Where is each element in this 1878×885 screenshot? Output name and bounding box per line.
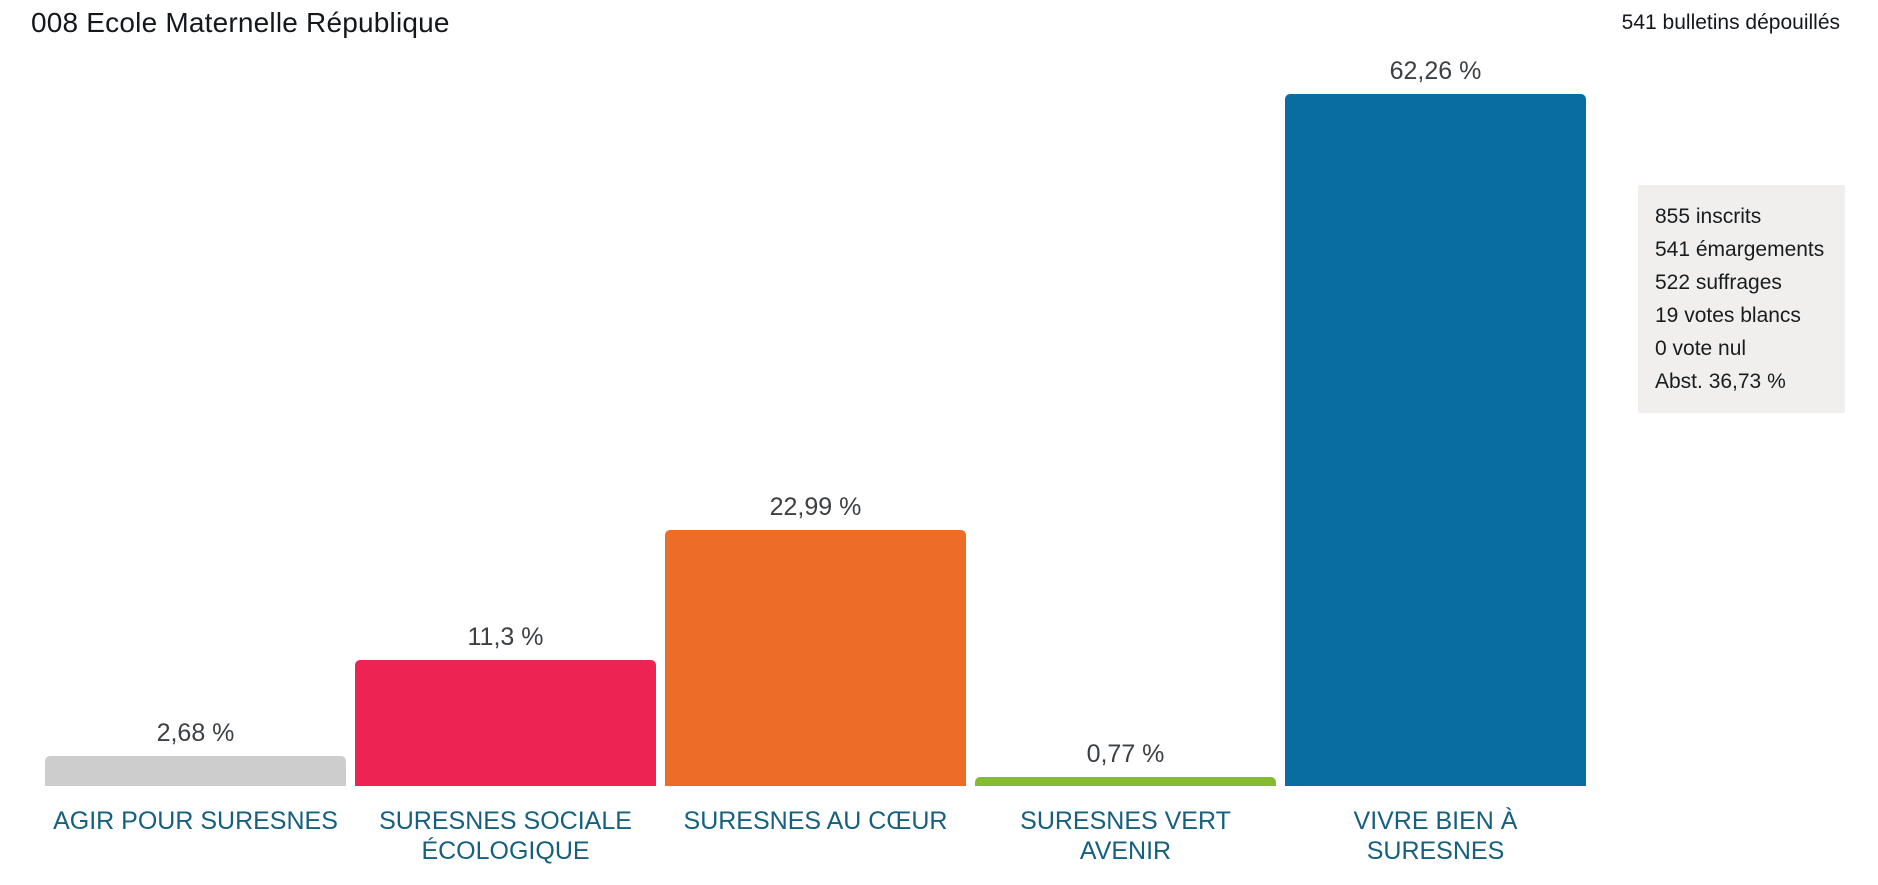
bar-value-label: 22,99 % <box>769 493 862 521</box>
stats-line: 0 vote nul <box>1655 337 1747 360</box>
bar-group: 0,77 % SURESNES VERT AVENIR <box>975 0 1276 885</box>
bar-value-label: 62,26 % <box>1389 57 1482 85</box>
stats-line: 522 suffrages <box>1655 271 1782 294</box>
bar-category-label: SURESNES AU CŒUR <box>683 807 948 835</box>
bar-category-label: SURESNES SOCIALE ÉCOLOGIQUE <box>379 807 632 865</box>
stats-line: 541 émargements <box>1655 238 1825 261</box>
bar <box>975 777 1276 786</box>
stats-line: 855 inscrits <box>1655 205 1762 228</box>
bar <box>45 756 346 786</box>
bar-category-label: SURESNES VERT AVENIR <box>1020 807 1231 865</box>
bar-value-label: 11,3 % <box>467 623 544 651</box>
page-title: 008 Ecole Maternelle République <box>31 7 450 38</box>
stats-box: 855 inscrits 541 émargements 522 suffrages… <box>1638 185 1845 413</box>
bar-value-label: 2,68 % <box>156 719 235 747</box>
bar <box>355 660 656 786</box>
bar-group: 22,99 % SURESNES AU CŒUR <box>665 0 966 885</box>
bar <box>1285 94 1586 786</box>
stats-line: 19 votes blancs <box>1655 304 1801 327</box>
bar-group: 11,3 % SURESNES SOCIALE ÉCOLOGIQUE <box>355 0 656 885</box>
results-bar-chart: 2,68 % AGIR POUR SURESNES 11,3 % SURESNES S… <box>45 0 1586 885</box>
bar-value-label: 0,77 % <box>1086 740 1165 768</box>
ballots-counted-label: 541 bulletins dépouillés <box>1621 11 1840 34</box>
bar-category-label: AGIR POUR SURESNES <box>53 807 338 835</box>
bar-group: 2,68 % AGIR POUR SURESNES <box>45 0 346 885</box>
stats-line: Abst. 36,73 % <box>1655 370 1786 393</box>
bar-category-label: VIVRE BIEN À SURESNES <box>1353 807 1518 865</box>
bar <box>665 530 966 786</box>
bar-group: 62,26 % VIVRE BIEN À SURESNES <box>1285 0 1586 885</box>
